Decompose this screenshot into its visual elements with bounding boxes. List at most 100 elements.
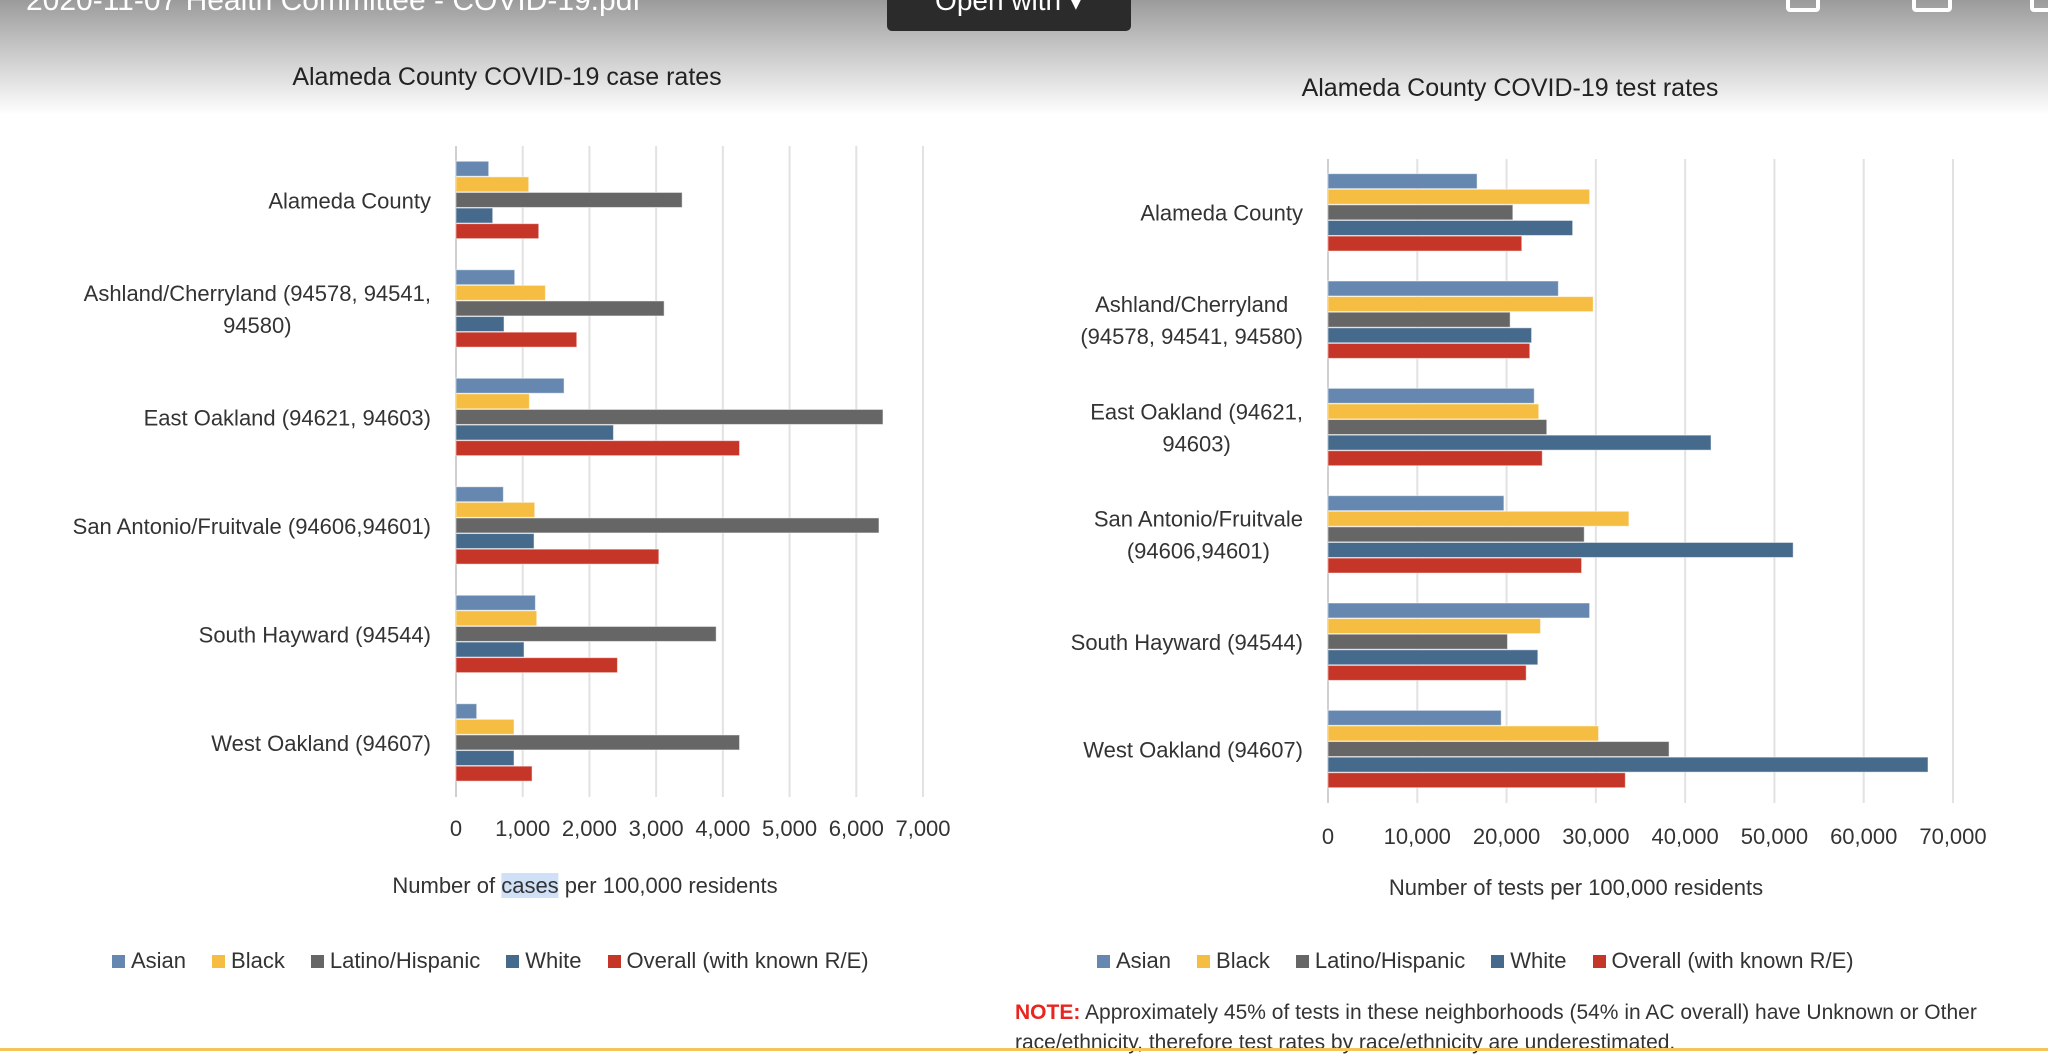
test-bar (1327, 495, 1505, 512)
test-bar (1327, 741, 1670, 758)
case-bar (455, 765, 533, 782)
case-bar (455, 176, 530, 193)
xlabel-text: Number of (392, 873, 502, 898)
add-to-drive-icon[interactable] (1786, 0, 1820, 12)
case-bar (455, 316, 505, 333)
case-bar (455, 641, 525, 658)
case-tick-label: 1,000 (495, 816, 550, 841)
print-icon[interactable] (1912, 0, 1952, 12)
legend-item: Latino/Hispanic (1295, 948, 1465, 974)
legend-item: Overall (with known R/E) (607, 948, 869, 974)
highlighted-word: cases (501, 873, 559, 898)
case-tick-label: 7,000 (895, 816, 950, 841)
case-bar (455, 703, 478, 720)
test-category-label: South Hayward (94544) (1071, 630, 1303, 655)
test-bar (1327, 772, 1626, 789)
test-tick-label: 20,000 (1473, 824, 1540, 849)
legend-swatch (1097, 954, 1110, 968)
test-bar (1327, 219, 1574, 236)
category-label-line: Alameda County (1140, 201, 1303, 226)
case-bar (455, 408, 884, 425)
test-bar (1327, 296, 1594, 313)
test-tick-label: 40,000 (1651, 824, 1718, 849)
case-chart-legend: Asian Black Latino/Hispanic White Overall (w… (112, 948, 869, 974)
legend-label: Latino/Hispanic (329, 948, 481, 973)
legend-label: Asian (131, 948, 187, 973)
category-label-line: West Oakland (94607) (1083, 737, 1303, 762)
test-category-label: San Antonio/Fruitvale (94606,94601) (1094, 507, 1303, 564)
case-bar (455, 517, 880, 534)
test-bar (1327, 725, 1600, 742)
legend-label: Asian (1116, 948, 1172, 973)
test-tick-label: 10,000 (1384, 824, 1451, 849)
case-bar (455, 610, 538, 627)
test-bar (1327, 541, 1794, 558)
test-bar (1327, 327, 1533, 344)
legend-swatch (310, 954, 324, 968)
case-bar (455, 331, 578, 348)
case-tick-label: 4,000 (695, 816, 750, 841)
case-tick-label: 6,000 (829, 816, 884, 841)
case-bar (455, 486, 504, 503)
category-label-line: Ashland/Cherryland (1095, 292, 1288, 317)
test-bar (1327, 633, 1508, 650)
legend-swatch (1295, 954, 1309, 968)
case-category-label: Alameda County (268, 188, 431, 213)
legend-label: Black (231, 948, 285, 973)
legend-item: Black (1197, 948, 1270, 974)
test-chart-title: Alameda County COVID-19 test rates (1301, 74, 1719, 102)
case-bar (455, 734, 741, 751)
open-with-button[interactable]: Open with ▾ (887, 0, 1131, 31)
legend-item: Latino/Hispanic (310, 948, 481, 974)
legend-swatch (607, 954, 621, 968)
test-chart-legend: Asian Black Latino/Hispanic White Overall (w… (1097, 948, 1854, 974)
test-chart-xlabel: Number of tests per 100,000 residents (1388, 875, 1764, 900)
test-bar (1327, 434, 1712, 451)
case-tick-label: 3,000 (629, 816, 684, 841)
legend-swatch (1491, 954, 1505, 968)
case-category-label: East Oakland (94621, 94603) (144, 405, 431, 430)
legend-item: Overall (with known R/E) (1592, 948, 1854, 974)
category-label-line: San Antonio/Fruitvale (94606,94601) (73, 514, 431, 539)
case-bar (455, 718, 515, 735)
case-bar (455, 750, 515, 767)
test-bar (1327, 649, 1539, 666)
case-tick-label: 0 (450, 816, 462, 841)
legend-label: White (525, 948, 582, 973)
download-icon[interactable] (2030, 0, 2048, 12)
test-bar (1327, 173, 1478, 190)
viewer-toolbar: 2020-11-07 Health Committee - COVID-19.p… (0, 0, 2048, 115)
case-bar (455, 269, 516, 286)
test-category-label: West Oakland (94607) (1083, 737, 1303, 762)
test-bar (1327, 387, 1535, 404)
test-bar (1327, 403, 1540, 420)
category-label-line: (94578, 94541, 94580) (1080, 324, 1303, 349)
category-label-line: Alameda County (268, 188, 431, 213)
divider (0, 1048, 2048, 1051)
legend-item: White (1491, 948, 1567, 974)
legend-label: Overall (with known R/E) (626, 948, 869, 973)
category-label-line: (94606,94601) (1127, 539, 1270, 564)
test-bar (1327, 280, 1559, 297)
test-tick-label: 50,000 (1741, 824, 1808, 849)
case-category-label: West Oakland (94607) (211, 731, 431, 756)
case-bar (455, 160, 490, 177)
category-label-line: South Hayward (94544) (199, 622, 431, 647)
case-category-label: Ashland/Cherryland (94578, 94541, 94580) (84, 281, 431, 338)
category-label-line: East Oakland (94621, 94603) (144, 405, 431, 430)
category-label-line: 94580) (223, 313, 292, 338)
case-bar (455, 300, 665, 317)
test-bar (1327, 235, 1523, 252)
test-tick-label: 60,000 (1830, 824, 1897, 849)
case-bar (455, 377, 565, 394)
test-bar (1327, 664, 1527, 681)
test-tick-label: 70,000 (1919, 824, 1986, 849)
test-bar (1327, 188, 1591, 205)
category-label-line: South Hayward (94544) (1071, 630, 1303, 655)
note-body: Approximately 45% of tests in these neig… (1015, 1001, 1977, 1054)
case-tick-label: 2,000 (562, 816, 617, 841)
legend-label: Black (1216, 948, 1270, 973)
legend-item: Black (212, 948, 285, 974)
legend-item: White (506, 948, 582, 974)
case-bar (455, 223, 540, 240)
